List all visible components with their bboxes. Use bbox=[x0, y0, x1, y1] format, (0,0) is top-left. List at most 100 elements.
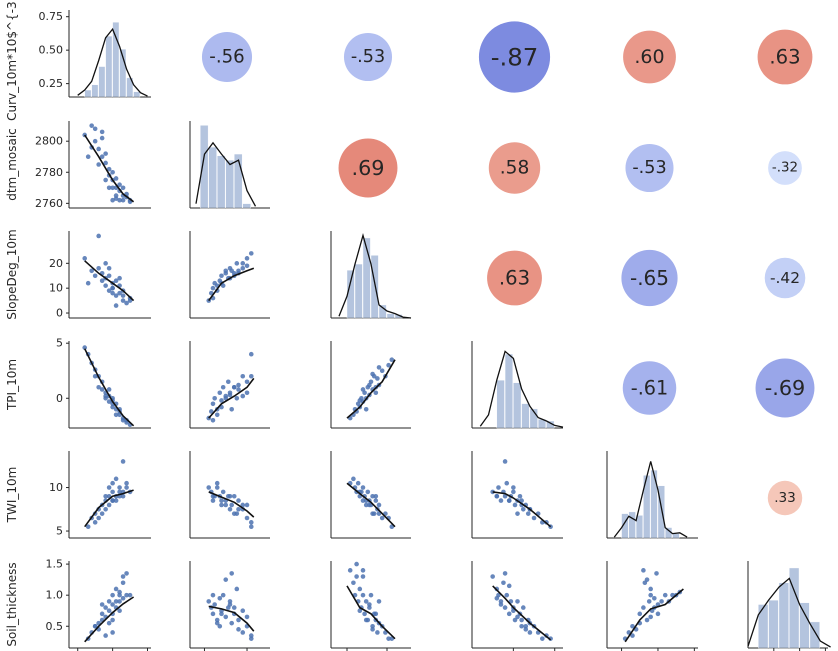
histogram-bar bbox=[84, 89, 92, 98]
scatter-point bbox=[82, 345, 88, 350]
scatter-point bbox=[367, 502, 372, 508]
scatter-point bbox=[214, 412, 220, 418]
scatter-point bbox=[223, 577, 229, 582]
scatter-point bbox=[229, 406, 235, 412]
histogram-bar bbox=[621, 513, 629, 539]
y-tick-label: 10 bbox=[49, 282, 63, 295]
correlation-circle bbox=[621, 249, 678, 307]
scatter-point bbox=[212, 602, 217, 607]
lowess-fit-line bbox=[208, 491, 255, 518]
scatter-point bbox=[96, 233, 101, 239]
correlation-circle bbox=[338, 138, 398, 198]
correlation-circle bbox=[623, 30, 676, 84]
scatter-point bbox=[106, 387, 112, 392]
scatter-point bbox=[351, 476, 356, 482]
scatter-point bbox=[244, 379, 250, 385]
scatter-panel-r3-c1 bbox=[189, 341, 270, 429]
scatter-point bbox=[120, 595, 126, 601]
scatter-point bbox=[227, 506, 233, 512]
scatter-point bbox=[206, 485, 212, 490]
scatter-point bbox=[120, 185, 126, 191]
scatter-point bbox=[519, 623, 524, 629]
row-axis-label: Soil_thickness bbox=[5, 562, 19, 646]
histogram-bar bbox=[529, 408, 538, 429]
scatter-point bbox=[375, 630, 380, 635]
histogram-bar bbox=[386, 313, 395, 319]
scatter-point bbox=[124, 480, 129, 486]
scatter-point bbox=[106, 288, 112, 293]
scatter-point bbox=[92, 520, 98, 525]
scatter-point bbox=[370, 493, 375, 499]
scatter-point bbox=[106, 620, 112, 626]
scatter-point bbox=[89, 123, 94, 128]
scatter-point bbox=[210, 498, 216, 503]
scatter-point bbox=[113, 599, 119, 604]
scatter-point bbox=[110, 630, 115, 635]
scatter-panel-r4-c2 bbox=[330, 451, 411, 539]
scatter-point bbox=[124, 571, 129, 576]
correlation-label: -.61 bbox=[631, 377, 668, 400]
scatter-point bbox=[120, 459, 126, 464]
scatter-point bbox=[630, 623, 635, 629]
scatter-point bbox=[227, 493, 233, 499]
scatter-panel-r2-c0 bbox=[68, 231, 151, 319]
scatter-point bbox=[110, 285, 115, 291]
scatter-point bbox=[96, 265, 101, 271]
scatter-point bbox=[212, 395, 217, 401]
lowess-fit-line bbox=[492, 491, 552, 528]
y-tick-label: 0.50 bbox=[39, 44, 64, 57]
histogram-panel-4 bbox=[606, 451, 698, 539]
scatter-point bbox=[92, 126, 98, 132]
correlation-circle bbox=[625, 143, 674, 193]
scatter-point bbox=[648, 586, 653, 592]
correlation-panel-r1-c4: -.53 bbox=[625, 143, 674, 193]
correlation-label: .33 bbox=[774, 490, 796, 506]
scatter-point bbox=[92, 138, 98, 144]
scatter-point bbox=[244, 256, 250, 261]
scatter-point bbox=[512, 502, 518, 508]
scatter-point bbox=[117, 489, 122, 495]
scatter-point bbox=[106, 185, 112, 191]
scatter-point bbox=[370, 627, 375, 632]
scatter-point bbox=[117, 599, 122, 604]
scatter-point bbox=[103, 393, 108, 399]
scatter-point bbox=[210, 401, 216, 407]
correlation-panel-r3-c5: -.69 bbox=[755, 358, 815, 418]
scatter-point bbox=[219, 611, 224, 617]
histogram-bar bbox=[91, 84, 99, 98]
scatter-point bbox=[113, 278, 119, 284]
correlation-panel-r1-c2: .69 bbox=[338, 138, 398, 198]
scatter-point bbox=[659, 599, 664, 604]
scatter-point bbox=[347, 568, 353, 573]
histogram-bar bbox=[378, 304, 387, 319]
scatter-point bbox=[644, 617, 650, 623]
scatter-point bbox=[362, 611, 367, 617]
scatter-point bbox=[652, 595, 657, 601]
scatter-point bbox=[527, 630, 533, 635]
scatter-panel-r5-c0 bbox=[68, 561, 151, 649]
scatter-point bbox=[506, 583, 512, 589]
scatter-point bbox=[248, 251, 254, 256]
correlation-circle bbox=[768, 151, 802, 185]
scatter-point bbox=[389, 357, 395, 363]
scatter-point bbox=[240, 261, 246, 266]
scatter-point bbox=[490, 489, 495, 495]
scatter-point bbox=[376, 502, 382, 508]
scatter-point bbox=[217, 623, 223, 629]
correlation-panel-r1-c3: .58 bbox=[488, 142, 541, 194]
scatter-point bbox=[506, 611, 512, 617]
histogram-bar bbox=[98, 66, 106, 98]
correlation-panel-r2-c3: .63 bbox=[487, 250, 542, 306]
histogram-panel-5 bbox=[747, 561, 831, 649]
scatter-point bbox=[654, 571, 659, 576]
correlation-panel-r2-c4: -.65 bbox=[621, 249, 678, 307]
scatter-point bbox=[360, 485, 366, 490]
correlation-label: -.87 bbox=[491, 43, 539, 72]
scatter-point bbox=[99, 387, 105, 392]
scatter-point bbox=[376, 599, 382, 604]
histogram-bar bbox=[105, 35, 113, 98]
correlation-panel-r0-c4: .60 bbox=[623, 30, 676, 84]
scatter-point bbox=[210, 611, 216, 617]
histogram-bar bbox=[809, 621, 820, 649]
